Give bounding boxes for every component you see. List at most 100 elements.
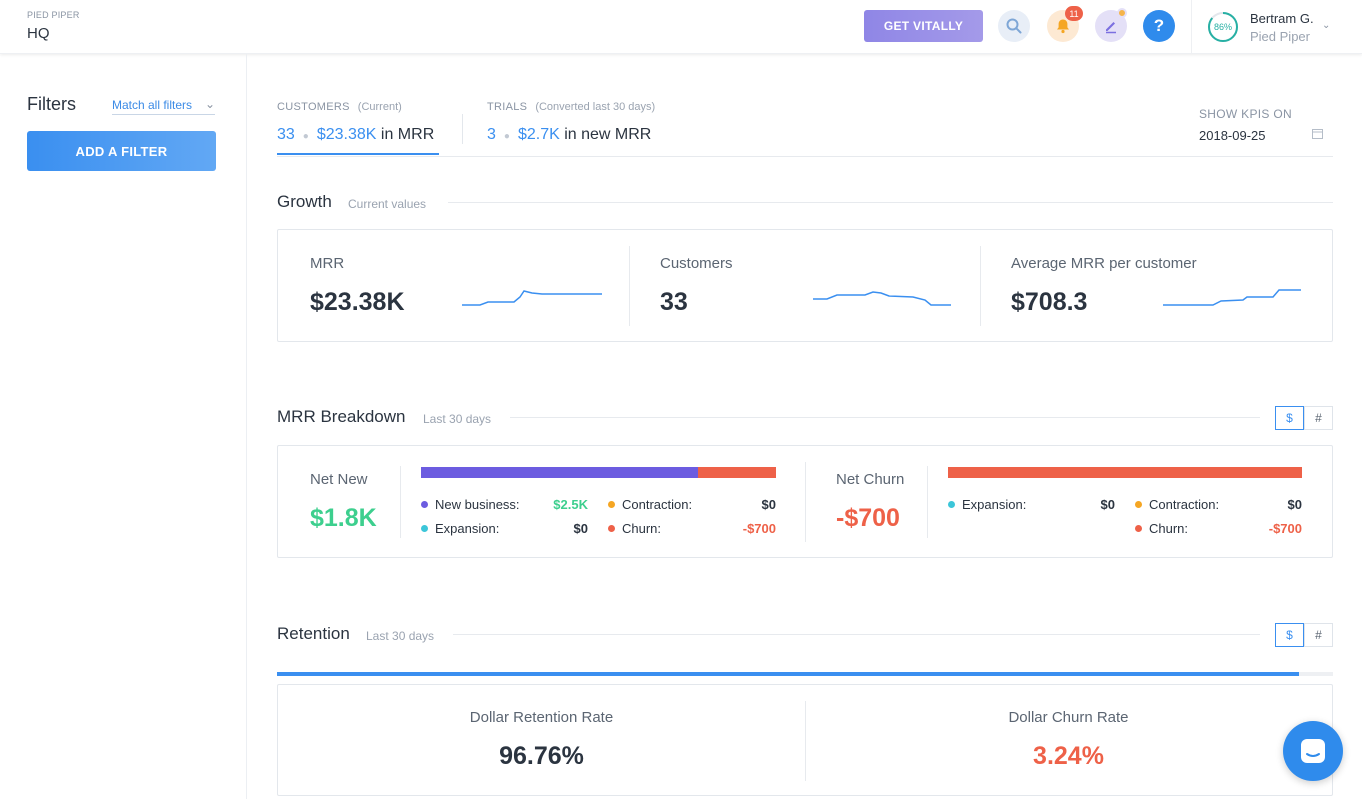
retention-title: Retention: [277, 624, 350, 643]
retention-dollar-toggle[interactable]: $: [1275, 623, 1304, 647]
breakdown-count-toggle[interactable]: #: [1304, 406, 1333, 430]
churn-contraction-value: $0: [1287, 497, 1302, 512]
avg-mrr-metric-label: Average MRR per customer: [1011, 255, 1197, 272]
customers-metric-label: Customers: [660, 255, 733, 272]
top-bar: PIED PIPER HQ GET VITALLY 11 ? 86% Bertr…: [0, 0, 1362, 54]
show-kpis-label: SHOW KPIS ON: [1199, 107, 1292, 121]
breakdown-title: MRR Breakdown: [277, 407, 406, 426]
bell-icon: [1057, 19, 1069, 34]
add-filter-button[interactable]: ADD A FILTER: [27, 131, 216, 171]
retention-progress-track: [1299, 672, 1333, 676]
chevron-down-icon: ⌄: [204, 97, 215, 111]
customers-mrr: $23.38K: [316, 126, 377, 143]
breakdown-dollar-toggle[interactable]: $: [1275, 406, 1304, 430]
breakdown-card: Net New $1.8K New business: $2.5K Expans…: [277, 445, 1333, 558]
kpi-date-input[interactable]: 2018-09-25: [1199, 128, 1266, 143]
retention-subtitle: Last 30 days: [366, 629, 435, 643]
growth-title: Growth: [277, 192, 332, 211]
customers-kpi-title: CUSTOMERS: [277, 101, 350, 113]
churn-expansion-dot: [948, 501, 955, 508]
expansion-dot: [421, 525, 428, 532]
net-churn-bar: [948, 467, 1302, 478]
customers-kpi-value[interactable]: 33 ● $23.38K in MRR: [277, 126, 435, 143]
net-churn-value: -$700: [836, 504, 900, 532]
churn-label: Churn:: [622, 521, 662, 536]
breakdown-rule: [510, 417, 1260, 418]
expansion-value: $0: [573, 521, 588, 536]
churn-expansion-label: Expansion:: [962, 497, 1027, 512]
contraction-label: Contraction:: [622, 497, 693, 512]
dollar-churn-label: Dollar Churn Rate: [1008, 709, 1129, 726]
org-name[interactable]: HQ: [27, 25, 50, 42]
retention-count-toggle[interactable]: #: [1304, 623, 1333, 647]
profile-progress: 86%: [1213, 22, 1232, 32]
help-button[interactable]: ?: [1143, 10, 1175, 42]
search-icon: [1006, 18, 1022, 34]
avg-mrr-metric-value: $708.3: [1011, 288, 1088, 316]
expansion-label: Expansion:: [435, 521, 500, 536]
new-business-label: New business:: [435, 497, 520, 512]
active-kpi-underline: [277, 153, 439, 155]
net-new-value: $1.8K: [310, 504, 377, 532]
new-business-value: $2.5K: [553, 497, 588, 512]
customers-count: 33: [277, 126, 295, 143]
get-vitally-button[interactable]: GET VITALLY: [864, 10, 983, 42]
trials-mrr-suffix: in new MRR: [564, 126, 652, 143]
growth-rule: [448, 202, 1333, 203]
notifications-button[interactable]: [1047, 10, 1079, 42]
chat-launcher-button[interactable]: [1283, 721, 1343, 781]
customers-metric-value: 33: [660, 288, 688, 316]
breakdown-subtitle: Last 30 days: [423, 412, 492, 426]
trials-kpi-label[interactable]: TRIALS (Converted last 30 days): [487, 101, 655, 113]
match-filters-label: Match all filters: [112, 98, 193, 112]
churn-expansion-value: $0: [1100, 497, 1115, 512]
user-name[interactable]: Bertram G.: [1250, 11, 1314, 26]
new-business-dot: [421, 501, 428, 508]
notification-count-badge: 11: [1065, 6, 1083, 21]
churn-value: -$700: [742, 521, 776, 536]
mrr-metric-label: MRR: [310, 255, 345, 272]
org-label: PIED PIPER: [27, 10, 80, 20]
churn-churn-dot: [1135, 525, 1142, 532]
filters-sidebar: Filters Match all filters ⌄ ADD A FILTER: [0, 54, 247, 799]
user-menu-chevron-icon[interactable]: ⌄: [1322, 20, 1331, 31]
dollar-retention-label: Dollar Retention Rate: [469, 709, 614, 726]
customers-mrr-suffix: in MRR: [380, 126, 435, 143]
mrr-sparkline: [462, 290, 602, 306]
new-business-bar-fill: [421, 467, 698, 478]
churn-churn-value: -$700: [1268, 521, 1302, 536]
churn-contraction-label: Contraction:: [1149, 497, 1220, 512]
customers-sparkline: [813, 291, 951, 306]
net-new-bar: [421, 467, 776, 478]
net-new-label: Net New: [310, 471, 368, 488]
trials-kpi-value[interactable]: 3 ● $2.7K in new MRR: [487, 126, 652, 143]
mrr-metric-value: $23.38K: [310, 288, 405, 316]
customers-kpi-label[interactable]: CUSTOMERS (Current): [277, 101, 402, 113]
retention-progress-bar: [277, 672, 1299, 676]
growth-card: MRR $23.38K Customers 33 Average MRR per…: [277, 229, 1333, 342]
notes-indicator-dot: [1117, 8, 1127, 18]
chat-icon: [1301, 739, 1325, 763]
user-org: Pied Piper: [1250, 29, 1310, 44]
avg-mrr-sparkline: [1163, 289, 1301, 306]
search-button[interactable]: [998, 10, 1030, 42]
pencil-icon: [1106, 22, 1116, 34]
churn-dot: [608, 525, 615, 532]
kpi-rule: [277, 156, 1333, 157]
progress-ring-icon: [1208, 12, 1238, 42]
trials-kpi-sub: (Converted last 30 days): [535, 101, 656, 113]
retention-rule: [453, 634, 1260, 635]
net-churn-label: Net Churn: [836, 471, 905, 488]
dollar-churn-value: 3.24%: [1033, 742, 1104, 770]
trials-kpi-title: TRIALS: [487, 101, 528, 113]
trials-mrr: $2.7K: [517, 126, 560, 143]
contraction-dot: [608, 501, 615, 508]
match-filters-select[interactable]: Match all filters ⌄: [112, 97, 215, 115]
kpi-divider: [462, 114, 463, 144]
calendar-icon[interactable]: [1312, 128, 1323, 139]
churn-contraction-dot: [1135, 501, 1142, 508]
trials-count: 3: [487, 126, 496, 143]
dollar-retention-value: 96.76%: [499, 742, 584, 770]
churn-churn-label: Churn:: [1149, 521, 1189, 536]
contraction-value: $0: [761, 497, 776, 512]
